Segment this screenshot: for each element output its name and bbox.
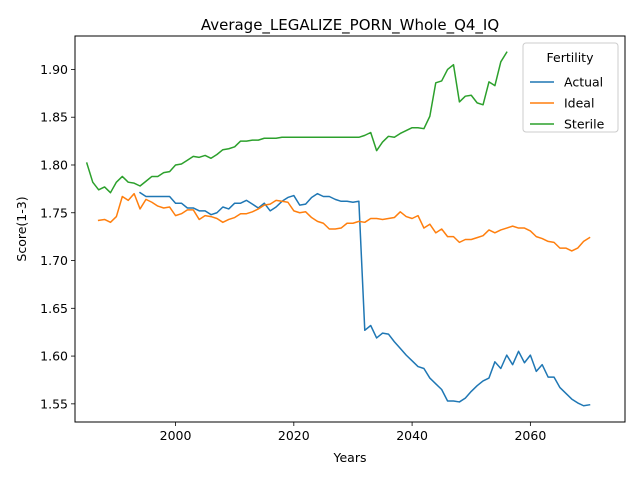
y-tick-label: 1.75: [40, 205, 68, 220]
legend-box: [522, 42, 619, 133]
y-tick-label: 1.60: [40, 349, 68, 364]
x-tick-label: 2060: [514, 428, 546, 443]
series-line-sterile: [85, 51, 508, 194]
legend-label-ideal: Ideal: [564, 96, 594, 111]
legend-label-actual: Actual: [564, 75, 603, 90]
y-tick-label: 1.90: [40, 62, 68, 77]
y-tick-label: 1.85: [40, 110, 68, 125]
x-tick-label: 2040: [396, 428, 428, 443]
x-axis-ticks: 2000 2020 2040 2060: [160, 422, 546, 443]
y-axis-ticks: 1.55 1.60 1.65 1.70 1.75 1.80 1.85 1.90: [40, 62, 75, 411]
series-layer: [85, 51, 591, 407]
chart-title: Average_LEGALIZE_PORN_Whole_Q4_IQ: [201, 16, 499, 35]
x-tick-label: 2020: [278, 428, 310, 443]
legend-entries: Actual Ideal Sterile: [530, 75, 605, 132]
series-line-ideal: [97, 192, 591, 252]
y-tick-label: 1.55: [40, 396, 68, 411]
y-tick-label: 1.65: [40, 301, 68, 316]
x-axis-label: Years: [333, 450, 367, 465]
legend-label-sterile: Sterile: [564, 117, 605, 132]
legend-title: Fertility: [547, 50, 595, 65]
y-axis-label: Score(1-3): [14, 196, 29, 261]
y-tick-label: 1.70: [40, 253, 68, 268]
series-line-actual: [139, 191, 591, 407]
y-tick-label: 1.80: [40, 157, 68, 172]
legend: Fertility Actual Ideal Sterile: [522, 42, 619, 133]
plot-frame: [74, 35, 626, 423]
x-tick-label: 2000: [160, 428, 192, 443]
